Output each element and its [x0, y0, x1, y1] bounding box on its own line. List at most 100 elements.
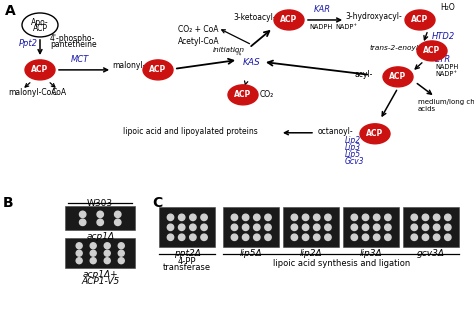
Text: 4'-phospho-: 4'-phospho- — [50, 34, 95, 43]
Circle shape — [254, 214, 260, 221]
Text: ACP1-V5: ACP1-V5 — [81, 277, 119, 286]
Circle shape — [351, 234, 357, 241]
Circle shape — [325, 214, 331, 221]
Circle shape — [314, 234, 320, 241]
Text: KAR: KAR — [313, 5, 330, 14]
Circle shape — [422, 214, 428, 221]
Circle shape — [291, 234, 298, 241]
Bar — [283, 207, 339, 247]
Circle shape — [190, 214, 196, 221]
Text: ACP: ACP — [31, 66, 49, 74]
Text: Apo-: Apo- — [31, 18, 49, 27]
Text: A: A — [5, 4, 16, 18]
Text: ACP: ACP — [411, 16, 428, 24]
Circle shape — [104, 258, 110, 264]
Ellipse shape — [360, 124, 390, 144]
Text: initiation: initiation — [213, 47, 245, 53]
Circle shape — [302, 224, 309, 231]
Circle shape — [385, 234, 391, 241]
Text: CO₂: CO₂ — [260, 90, 274, 99]
Text: gcv3Δ: gcv3Δ — [417, 249, 445, 258]
Circle shape — [104, 243, 110, 249]
Text: malonyl-: malonyl- — [112, 61, 146, 71]
Text: lip2Δ: lip2Δ — [300, 249, 322, 258]
Circle shape — [76, 258, 82, 264]
Text: KAS: KAS — [243, 58, 261, 67]
Text: Ppt2: Ppt2 — [19, 39, 38, 48]
Circle shape — [90, 243, 96, 249]
Text: lipoic acid synthesis and ligation: lipoic acid synthesis and ligation — [273, 259, 410, 268]
Circle shape — [115, 211, 121, 217]
Text: Lip2: Lip2 — [345, 136, 361, 145]
Text: 4-PP: 4-PP — [178, 257, 197, 266]
Circle shape — [179, 224, 185, 231]
Ellipse shape — [417, 41, 447, 61]
Circle shape — [201, 214, 207, 221]
Circle shape — [265, 224, 271, 231]
Text: ACP: ACP — [423, 46, 441, 56]
Text: CO₂ + CoA: CO₂ + CoA — [178, 26, 219, 34]
Text: acp1Δ+: acp1Δ+ — [82, 270, 118, 279]
Text: acyl-: acyl- — [355, 71, 374, 79]
Circle shape — [231, 224, 237, 231]
Circle shape — [201, 234, 207, 241]
Text: ACP: ACP — [234, 90, 252, 99]
Circle shape — [362, 214, 369, 221]
Bar — [65, 238, 135, 268]
Circle shape — [190, 224, 196, 231]
Text: ppt2Δ: ppt2Δ — [174, 249, 201, 258]
Circle shape — [374, 224, 380, 231]
Text: ACP: ACP — [389, 72, 407, 81]
Circle shape — [179, 234, 185, 241]
Circle shape — [231, 214, 237, 221]
Text: 3-ketoacyl-: 3-ketoacyl- — [233, 13, 275, 22]
Bar — [159, 207, 215, 247]
Text: Lip3: Lip3 — [345, 143, 361, 152]
Circle shape — [291, 224, 298, 231]
Text: lip5Δ: lip5Δ — [240, 249, 263, 258]
Circle shape — [433, 214, 440, 221]
Bar — [223, 207, 279, 247]
Circle shape — [351, 214, 357, 221]
Text: H₂O: H₂O — [440, 3, 455, 12]
Circle shape — [314, 214, 320, 221]
Text: NADPH: NADPH — [309, 24, 332, 30]
Circle shape — [80, 211, 86, 217]
Circle shape — [76, 250, 82, 256]
Circle shape — [115, 219, 121, 226]
Circle shape — [422, 234, 428, 241]
Circle shape — [302, 214, 309, 221]
Bar — [343, 207, 399, 247]
Text: 3-hydroxyacyl-: 3-hydroxyacyl- — [345, 12, 402, 22]
Ellipse shape — [25, 60, 55, 80]
Circle shape — [325, 234, 331, 241]
Circle shape — [242, 234, 249, 241]
Text: MCT: MCT — [71, 55, 89, 64]
Circle shape — [445, 214, 451, 221]
Ellipse shape — [274, 10, 304, 30]
Circle shape — [90, 250, 96, 256]
Text: Gcv3: Gcv3 — [345, 157, 365, 166]
Text: pantetheine: pantetheine — [50, 41, 97, 49]
Ellipse shape — [228, 85, 258, 105]
Circle shape — [265, 234, 271, 241]
Text: Acetyl-CoA: Acetyl-CoA — [178, 37, 219, 46]
Circle shape — [411, 224, 418, 231]
Circle shape — [422, 224, 428, 231]
Circle shape — [190, 234, 196, 241]
Text: W303: W303 — [87, 199, 113, 208]
Circle shape — [362, 224, 369, 231]
Bar — [403, 207, 459, 247]
Text: lip3Δ: lip3Δ — [360, 249, 383, 258]
Text: NADP⁺: NADP⁺ — [435, 71, 457, 77]
Text: ACP: ACP — [149, 66, 167, 74]
Circle shape — [242, 214, 249, 221]
Circle shape — [118, 250, 124, 256]
Circle shape — [374, 234, 380, 241]
Text: ACP: ACP — [33, 24, 47, 33]
Circle shape — [433, 234, 440, 241]
Circle shape — [433, 224, 440, 231]
Circle shape — [90, 258, 96, 264]
Circle shape — [445, 224, 451, 231]
Text: C: C — [152, 197, 163, 210]
